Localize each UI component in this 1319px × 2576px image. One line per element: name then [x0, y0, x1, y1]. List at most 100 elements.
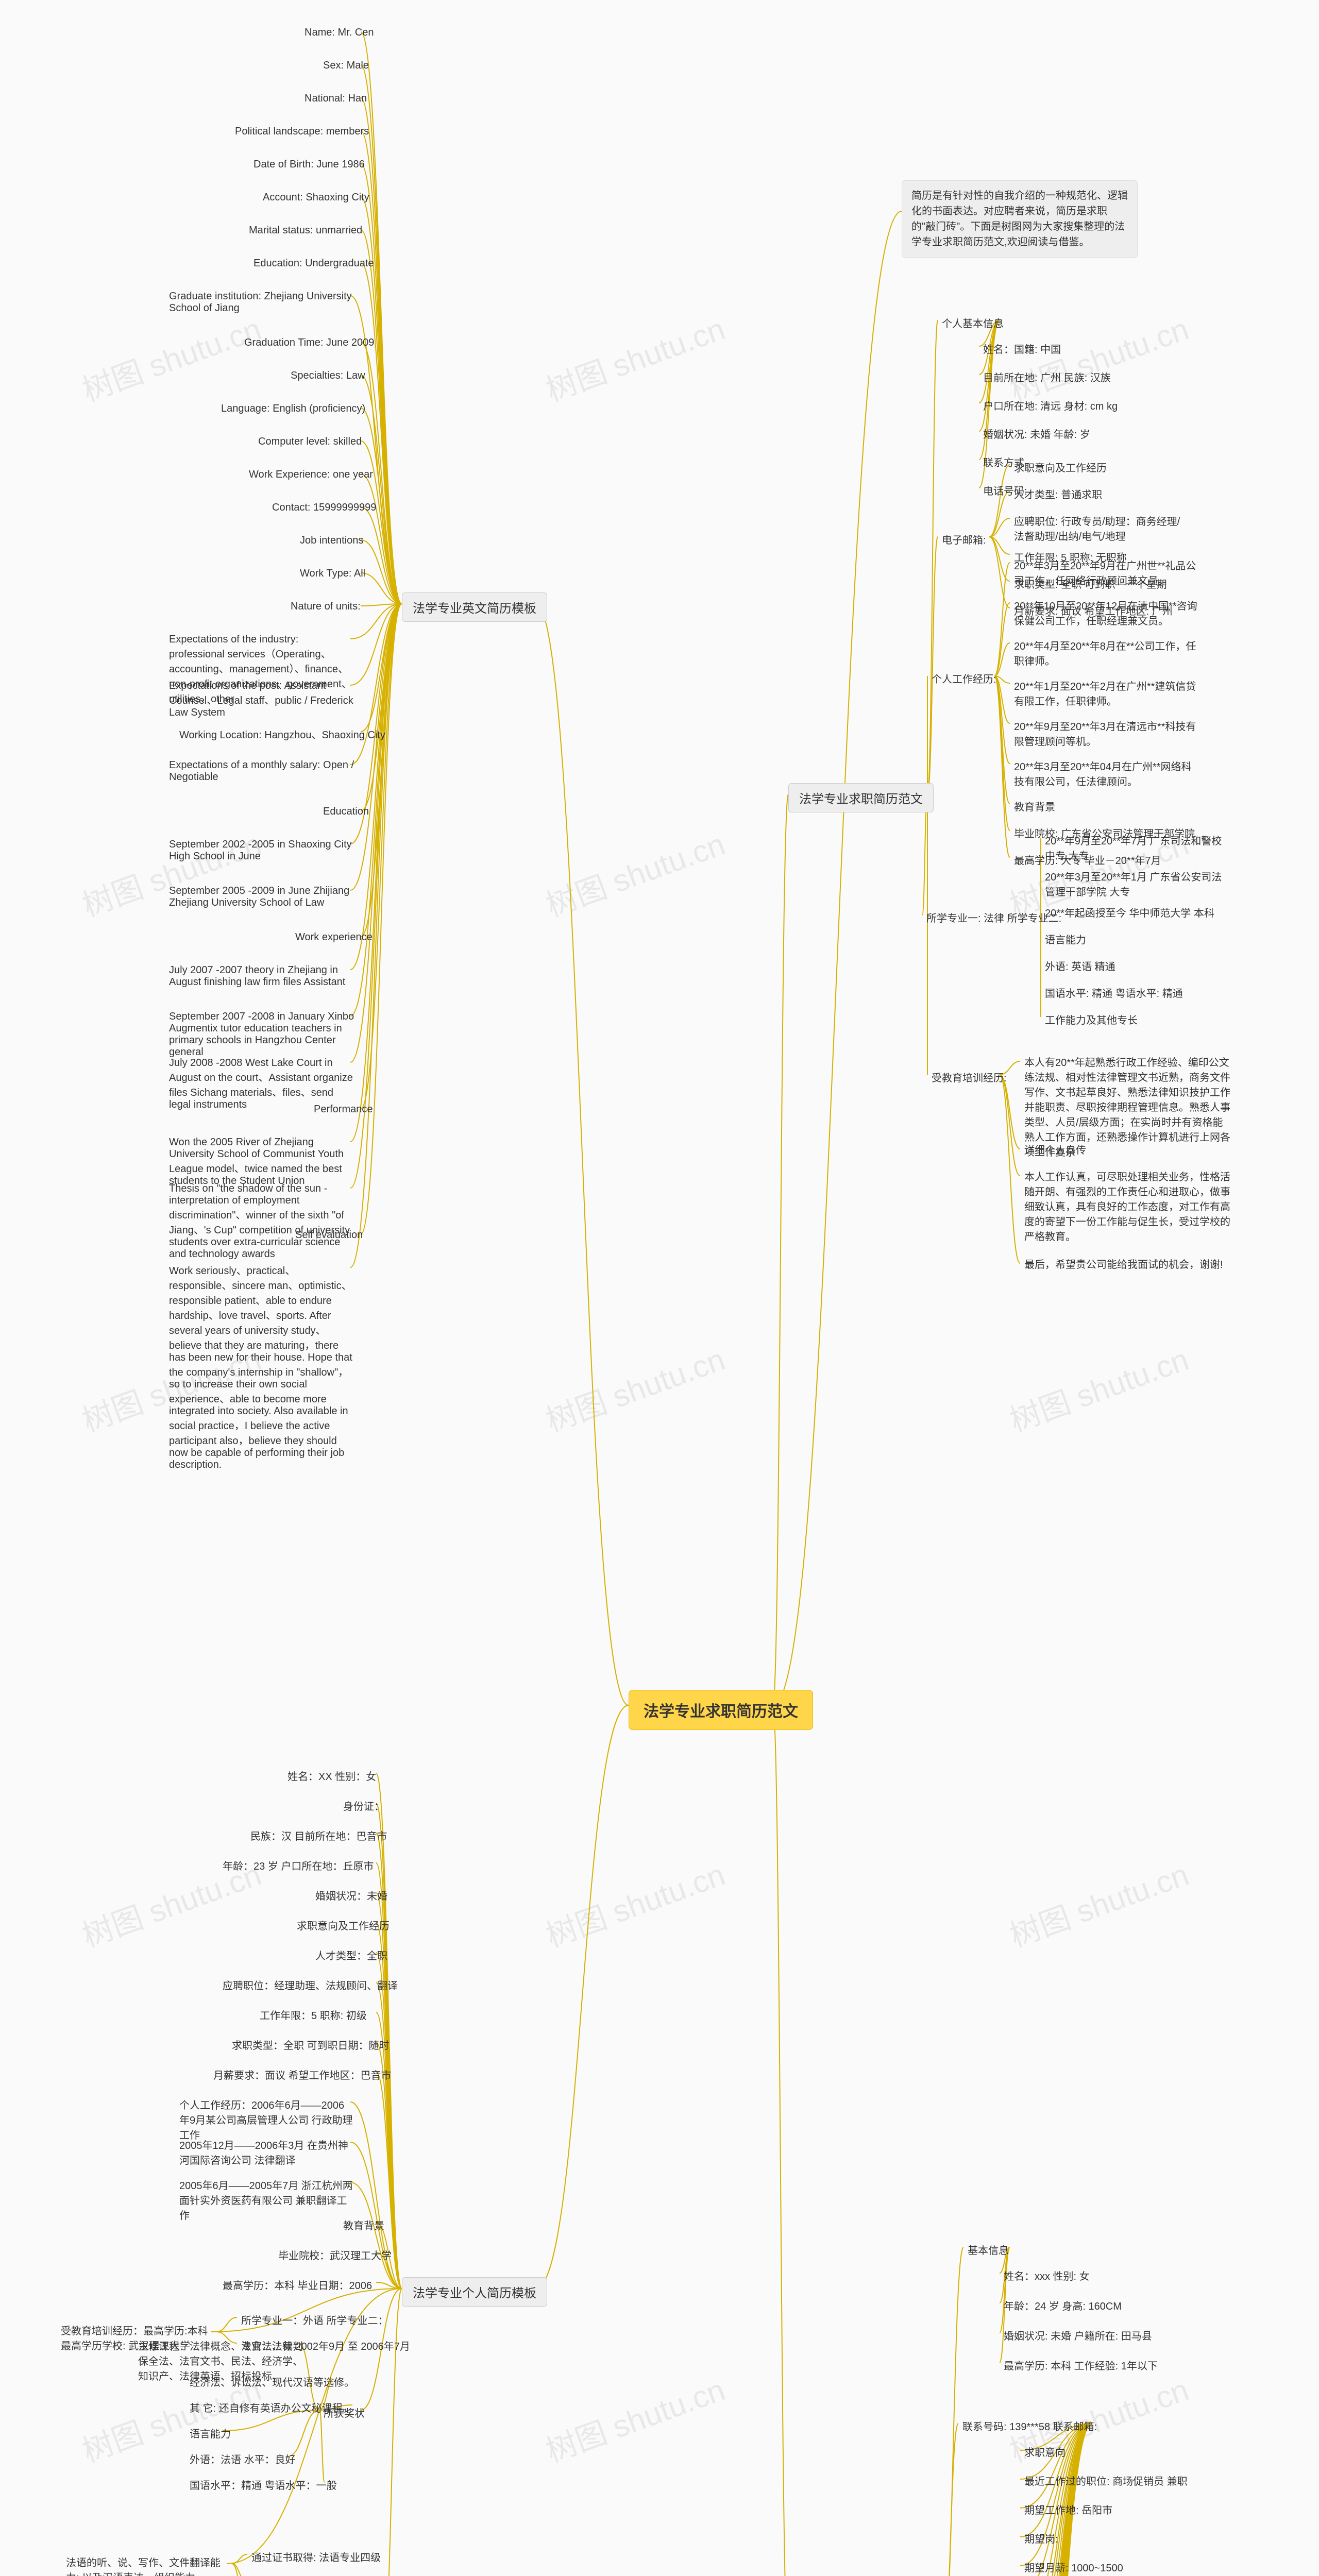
qz-work-child-1: 20**年10月至20**年12月在清中国**咨询保健公司工作，任职经理兼文员。 — [1010, 597, 1204, 629]
en-leaf-29: Performance — [310, 1103, 377, 1116]
watermark: 树图 shutu.cn — [539, 819, 730, 925]
watermark: 树图 shutu.cn — [539, 304, 730, 410]
qz-major-child-2: 20**年起函授至今 华中师范大学 本科 — [1041, 904, 1219, 921]
st-contact-child-1: 最近工作过的职位: 商场促销员 兼职 — [1020, 2472, 1192, 2489]
watermark: 树图 shutu.cn — [75, 304, 266, 410]
cn-top-leaf-8: 工作年限：5 职称: 初级 — [256, 2006, 371, 2023]
en-leaf-24: September 2005 -2009 in June Zhijiang Zh… — [165, 884, 359, 910]
section-s_en: 法学专业英文简历模板 — [402, 592, 547, 622]
qz-basic-child-3: 婚姻状况: 未婚 年龄: 岁 — [979, 425, 1094, 442]
watermark: 树图 shutu.cn — [1003, 1850, 1194, 1956]
en-leaf-26: July 2007 -2007 theory in Zhejiang in Au… — [165, 963, 359, 989]
en-leaf-31: Thesis on "the shadow of the sun - inter… — [165, 1182, 359, 1261]
qz-major-child-0: 20**年9月至20**年7月 广东司法和警校 中专 大专 — [1041, 832, 1235, 863]
st-basic-child-2: 婚姻状况: 未婚 户籍所在: 田马县 — [1000, 2327, 1156, 2344]
en-leaf-11: Language: English (proficiency) — [217, 402, 369, 416]
qz-work-child-3: 20**年1月至20**年2月在广州**建筑信贷有限工作，任职律师。 — [1010, 677, 1204, 709]
en-leaf-23: September 2002 -2005 in Shaoxing City Hi… — [165, 838, 359, 863]
watermark: 树图 shutu.cn — [1003, 304, 1194, 410]
en-leaf-1: Sex: Male — [319, 59, 373, 73]
en-leaf-6: Marital status: unmarried — [245, 224, 366, 238]
qz-major-child-5: 国语水平: 精通 粤语水平: 精通 — [1041, 984, 1187, 1001]
mindmap-canvas: 树图 shutu.cn 树图 shutu.cn 树图 shutu.cn 树图 shut… — [0, 0, 1319, 2576]
watermark: 树图 shutu.cn — [539, 1334, 730, 1440]
qz-work-parent: 个人工作经历: — [927, 670, 1001, 687]
qz-edu-child-3: 最后，希望贵公司能给我面试的机会，谢谢! — [1020, 1255, 1227, 1272]
cn-top-leaf-2: 民族：汉 目前所在地：巴音市 — [246, 1827, 392, 1844]
section-s_qz: 法学专业求职简历范文 — [788, 783, 934, 812]
watermark: 树图 shutu.cn — [539, 1850, 730, 1956]
en-leaf-14: Contact: 15999999999 — [268, 501, 380, 515]
cn-top-leaf-12: 2005年12月——2006年3月 在贵州神河国际咨询公司 法律翻译 — [175, 2136, 359, 2168]
qz-basic-child-2: 户口所在地: 清远 身材: cm kg — [979, 397, 1122, 414]
st-contact-child-4: 期望月薪: 1000~1500 — [1020, 2558, 1127, 2575]
qz-work-child-4: 20**年9月至20**年3月在清远市**科技有限管理顾问等机。 — [1010, 717, 1204, 749]
section-s_cn: 法学专业个人简历模板 — [402, 2277, 547, 2307]
en-leaf-20: Working Location: Hangzhou、Shaoxing City — [175, 725, 390, 742]
en-leaf-15: Job intentions — [296, 534, 367, 548]
qz-edu-parent: 受教育培训经历: — [927, 1069, 1011, 1086]
st-basic-child-0: 姓名：xxx 性别: 女 — [1000, 2267, 1094, 2284]
en-leaf-30: Won the 2005 River of Zhejiang Universit… — [165, 1136, 359, 1188]
cn-top-leaf-3: 年龄：23 岁 户口所在地：丘原市 — [218, 1857, 378, 1874]
cn-top-leaf-4: 婚姻状况：未婚 — [311, 1887, 392, 1904]
qz-email-child-2: 应聘职位: 行政专员/助理：商务经理/法督助理/出纳/电气/地理 — [1010, 512, 1193, 544]
cn-top-leaf-6: 人才类型：全职 — [311, 1946, 392, 1963]
en-leaf-13: Work Experience: one year — [245, 468, 377, 482]
st-basic-child-1: 年龄：24 岁 身高: 160CM — [1000, 2297, 1126, 2314]
en-leaf-7: Education: Undergraduate — [249, 257, 378, 270]
en-leaf-17: Nature of units: — [286, 600, 365, 614]
cn-top-leaf-15: 毕业院校：武汉理工大学 — [274, 2246, 396, 2263]
qz-work-child-6: 教育背景 — [1010, 798, 1059, 815]
st-basic-parent: 基本信息 — [963, 2241, 1013, 2258]
cn-top-leaf-14: 教育背景 — [339, 2216, 388, 2233]
qz-work-child-0: 20**年3月至20**年9月在广州世**礼品公司工作，任网络行政顾问兼文员。 — [1010, 556, 1204, 588]
st-contact-child-0: 求职意向 — [1020, 2443, 1070, 2460]
cn-major-child-3: 语言能力 — [185, 2425, 235, 2442]
cn-top-leaf-7: 应聘职位：经理助理、法规顾问、翻译 — [218, 1976, 402, 1993]
qz-basic-child-1: 目前所在地: 广州 民族: 汉族 — [979, 368, 1115, 385]
en-leaf-25: Work experience — [291, 930, 377, 944]
cn-major-child-5: 国语水平：精通 粤语水平：一般 — [185, 2476, 341, 2493]
intro-note: 简历是有针对性的自我介绍的一种规范化、逻辑化的书面表达。对应聘者来说，简历是求职… — [902, 180, 1138, 258]
qz-major-child-6: 工作能力及其他专长 — [1041, 1011, 1142, 1028]
en-leaf-0: Name: Mr. Cen — [300, 26, 378, 40]
qz-work-child-2: 20**年4月至20**年8月在**公司工作，任职律师。 — [1010, 637, 1204, 669]
cn-training-child-0: 所学专业一：外语 所学专业二： — [237, 2311, 393, 2328]
en-leaf-19: Expectations of the post: Assistant Coun… — [165, 679, 359, 720]
en-leaf-32: Self evaluation — [291, 1228, 367, 1242]
watermark: 树图 shutu.cn — [539, 2365, 730, 2471]
en-leaf-8: Graduate institution: Zhejiang Universit… — [165, 290, 359, 315]
cn-top-leaf-13: 2005年6月——2005年7月 浙江杭州两面针实外资医药有限公司 兼职翻译工作 — [175, 2176, 359, 2223]
en-leaf-22: Education — [319, 805, 373, 819]
cn-top-leaf-16: 最高学历：本科 毕业日期：2006 — [218, 2276, 376, 2293]
qz-major-child-4: 外语: 英语 精通 — [1041, 957, 1120, 974]
cn-top-leaf-0: 姓名：XX 性别：女 — [283, 1767, 380, 1784]
qz-email-parent: 电子邮箱: — [938, 531, 990, 548]
st-contact-child-3: 期望岗: — [1020, 2530, 1062, 2547]
st-contact-parent: 联系号码: 139***58 联系邮箱: — [958, 2417, 1101, 2434]
qz-edu-child-1: 详细个人自传 — [1020, 1141, 1090, 1158]
en-leaf-16: Work Type: All — [296, 567, 369, 581]
cn-major-child-1: 经济法、诉讼法、现代汉语等选修。 — [185, 2373, 359, 2390]
st-basic-child-3: 最高学历: 本科 工作经验: 1年以下 — [1000, 2357, 1162, 2374]
en-leaf-3: Political landscape: members — [231, 125, 373, 139]
cn-top-leaf-5: 求职意向及工作经历 — [293, 1917, 394, 1934]
cn-major-child-2: 其 它: 还自修有英语办公文秘课程。 — [185, 2399, 357, 2416]
qz-email-child-1: 人才类型: 普通求职 — [1010, 485, 1106, 502]
en-leaf-21: Expectations of a monthly salary: Open /… — [165, 758, 359, 784]
st-contact-child-2: 期望工作地: 岳阳市 — [1020, 2501, 1117, 2518]
en-leaf-2: National: Han — [300, 92, 371, 106]
en-leaf-9: Graduation Time: June 2009 — [240, 336, 378, 350]
en-leaf-27: September 2007 -2008 in January Xinbo Au… — [165, 1010, 359, 1059]
en-leaf-12: Computer level: skilled — [254, 435, 366, 449]
cn-top-leaf-1: 身份证： — [339, 1797, 388, 1814]
qz-email-child-0: 求职意向及工作经历 — [1010, 459, 1111, 476]
root-node: 法学专业求职简历范文 — [629, 1690, 813, 1730]
cn-skill-parent: 法语的听、说、写作、文件翻译能力; 以及汉语表达、组织能力 — [62, 2553, 235, 2576]
cn-skill-child-0: 通过证书取得: 法语专业四级 — [247, 2548, 385, 2565]
qz-basic-child-0: 姓名：国籍: 中国 — [979, 340, 1065, 357]
qz-major-child-3: 语言能力 — [1041, 930, 1090, 947]
en-leaf-10: Specialties: Law — [286, 369, 369, 383]
qz-work-child-5: 20**年3月至20**年04月在广州**网络科技有限公司，任法律顾问。 — [1010, 757, 1204, 789]
